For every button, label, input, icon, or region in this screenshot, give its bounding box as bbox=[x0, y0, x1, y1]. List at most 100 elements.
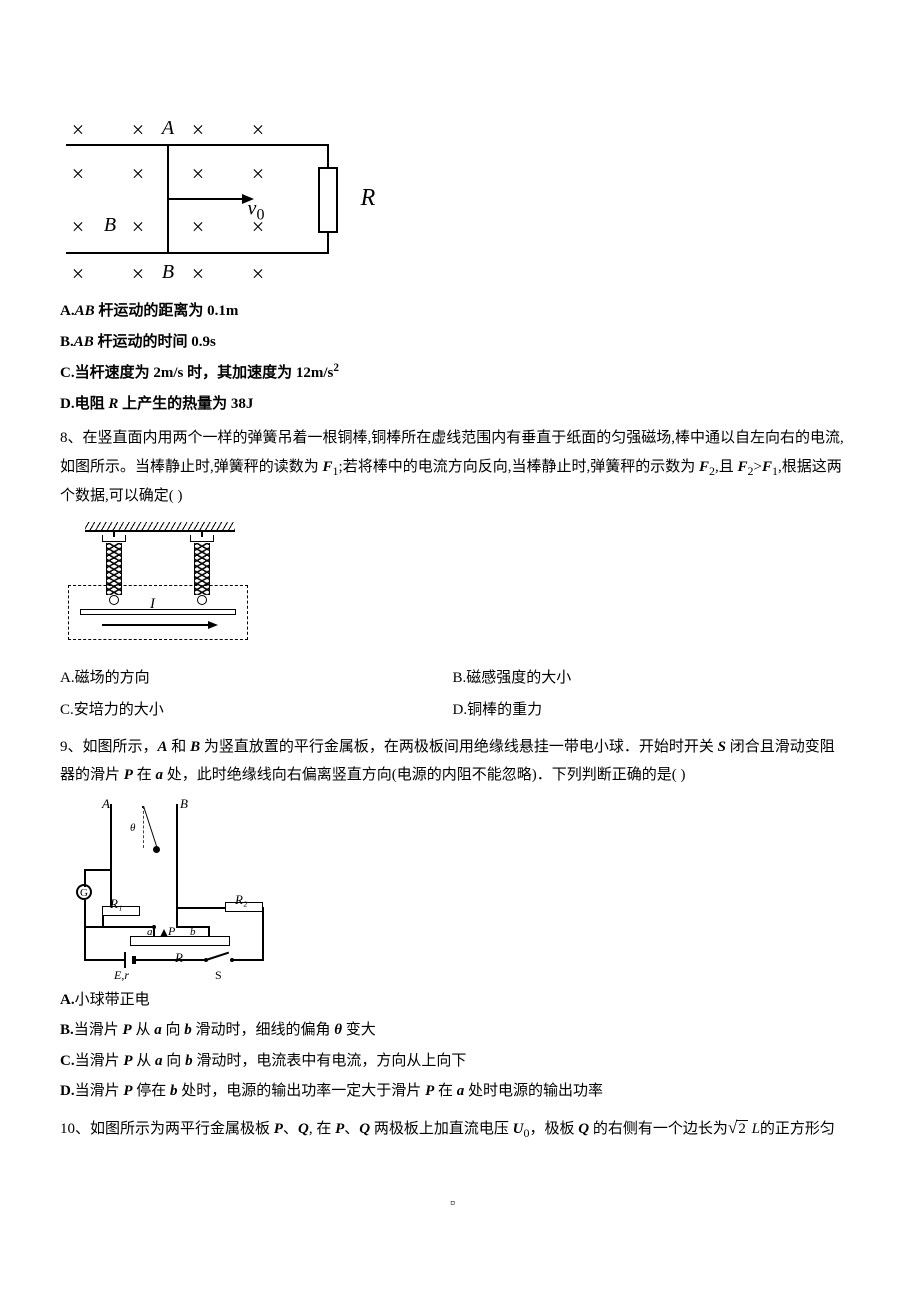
v0-sub: 0 bbox=[256, 206, 264, 223]
lbl-R2: R₂ bbox=[235, 888, 247, 913]
wire bbox=[208, 926, 210, 936]
prefix: A. bbox=[60, 303, 75, 319]
t5: 在 bbox=[133, 767, 156, 783]
label-B-bottom: B bbox=[162, 253, 174, 291]
p: C. bbox=[60, 1053, 75, 1069]
F2: F bbox=[699, 459, 709, 475]
lbl-theta: θ bbox=[130, 818, 135, 839]
x-mark: × bbox=[132, 206, 144, 248]
q8-spring-diagram: I bbox=[60, 517, 260, 652]
txt: 杆运动的距离为 bbox=[95, 303, 208, 319]
R-box bbox=[130, 936, 230, 946]
prefix: D. bbox=[60, 396, 75, 412]
page-center-mark: ▫ bbox=[60, 1189, 845, 1218]
num: 9、 bbox=[60, 739, 83, 755]
s2: , 在 bbox=[309, 1121, 335, 1137]
wire bbox=[84, 959, 124, 961]
x-mark: × bbox=[72, 206, 84, 248]
t2: ;若将棒中的电流方向反向,当棒静止时,弹簧秤的示数为 bbox=[339, 459, 699, 475]
wire bbox=[153, 926, 155, 936]
sup: 2 bbox=[333, 362, 339, 374]
p: A. bbox=[60, 992, 75, 1008]
spring2-hook bbox=[201, 532, 203, 537]
txt1: 电阻 bbox=[75, 396, 109, 412]
txt2: 时，其加速度为 bbox=[183, 365, 296, 381]
q9-circuit-diagram: A B θ G R₁ R₂ R a P b bbox=[60, 796, 290, 976]
x-mark: × bbox=[72, 253, 84, 295]
q8-choice-B: B.磁感强度的大小 bbox=[453, 664, 846, 693]
x-mark: × bbox=[192, 206, 204, 248]
t2: 从 bbox=[133, 1053, 156, 1069]
q7-figure: × × A × × × × × × × B × × × × × B × × R bbox=[60, 112, 845, 287]
t1: 当滑片 bbox=[75, 1053, 124, 1069]
val2: 12m/s bbox=[296, 365, 334, 381]
plate-A bbox=[110, 804, 112, 858]
txt2: 上产生的热量为 bbox=[118, 396, 231, 412]
b: b bbox=[184, 1022, 192, 1038]
t3: 向 bbox=[162, 1022, 185, 1038]
q8-choice-A: A.磁场的方向 bbox=[60, 664, 453, 693]
q8-choice-D: D.铜棒的重力 bbox=[453, 696, 846, 725]
wire bbox=[84, 926, 154, 928]
t4: 滑动时，细线的偏角 bbox=[192, 1022, 335, 1038]
sym: AB bbox=[74, 334, 94, 350]
t3: 为竖直放置的平行金属板，在两极板间用绝缘线悬挂一带电小球．开始时开关 bbox=[200, 739, 718, 755]
num: 8、 bbox=[60, 430, 83, 446]
b: b bbox=[185, 1053, 193, 1069]
t2: 和 bbox=[168, 739, 191, 755]
x-mark: × bbox=[192, 153, 204, 195]
L: L bbox=[748, 1121, 760, 1137]
q8-choice-C: C.安培力的大小 bbox=[60, 696, 453, 725]
ceiling-hatch bbox=[85, 522, 235, 532]
sym: R bbox=[108, 396, 118, 412]
F1: F bbox=[323, 459, 333, 475]
q7-choice-C: C.当杆速度为 2m/s 时，其加速度为 12m/s2 bbox=[60, 358, 845, 388]
p: D. bbox=[60, 1083, 75, 1099]
p: D. bbox=[453, 702, 468, 718]
P: P bbox=[123, 1083, 132, 1099]
num: 10、 bbox=[60, 1121, 90, 1137]
S: S bbox=[718, 739, 726, 755]
slider-arrow bbox=[160, 929, 168, 937]
spring1-hook bbox=[113, 532, 115, 537]
t1: 当滑片 bbox=[74, 1022, 123, 1038]
current-arrow-line bbox=[102, 624, 210, 626]
x-mark: × bbox=[252, 253, 264, 295]
P2: P bbox=[425, 1083, 434, 1099]
t: 铜棒的重力 bbox=[467, 702, 542, 718]
b: b bbox=[170, 1083, 178, 1099]
q7-choice-D: D.电阻 R 上产生的热量为 38J bbox=[60, 390, 845, 419]
val: 0.9s bbox=[191, 334, 216, 350]
wire bbox=[102, 916, 104, 926]
string bbox=[143, 806, 158, 848]
Q2: Q bbox=[359, 1121, 370, 1137]
P: P bbox=[123, 1022, 132, 1038]
wire bbox=[262, 907, 264, 960]
P: P bbox=[123, 1053, 132, 1069]
x-mark: × bbox=[132, 153, 144, 195]
q8-choices: A.磁场的方向 B.磁感强度的大小 C.安培力的大小 D.铜棒的重力 bbox=[60, 662, 845, 727]
radicand: 2 bbox=[736, 1120, 748, 1137]
current-arrow-head bbox=[208, 621, 218, 629]
q8-stem: 8、在竖直面内用两个一样的弹簧吊着一根铜棒,铜棒所在虚线范围内有垂直于纸面的匀强… bbox=[60, 424, 845, 511]
prefix: C. bbox=[60, 365, 75, 381]
resistor-R bbox=[318, 167, 338, 233]
il: F bbox=[737, 459, 747, 475]
wire bbox=[84, 869, 112, 871]
txt1: 当杆速度为 bbox=[75, 365, 154, 381]
t2: 两极板上加直流电压 bbox=[370, 1121, 513, 1137]
q9-choice-A: A.小球带正电 bbox=[60, 986, 845, 1015]
q7-choice-B: B.AB 杆运动的时间 0.9s bbox=[60, 328, 845, 357]
label-B-left: B bbox=[104, 206, 116, 244]
t: 小球带正电 bbox=[75, 992, 150, 1008]
s1: 、 bbox=[283, 1121, 298, 1137]
charged-ball bbox=[153, 846, 160, 853]
wire bbox=[233, 959, 264, 961]
q9-choice-B: B.当滑片 P 从 a 向 b 滑动时，细线的偏角 θ 变大 bbox=[60, 1016, 845, 1045]
t3: ,且 bbox=[715, 459, 738, 475]
t: 安培力的大小 bbox=[74, 702, 164, 718]
t4: 在 bbox=[434, 1083, 457, 1099]
lbl-P: P bbox=[168, 920, 175, 943]
A: A bbox=[158, 739, 168, 755]
x-mark: × bbox=[72, 153, 84, 195]
